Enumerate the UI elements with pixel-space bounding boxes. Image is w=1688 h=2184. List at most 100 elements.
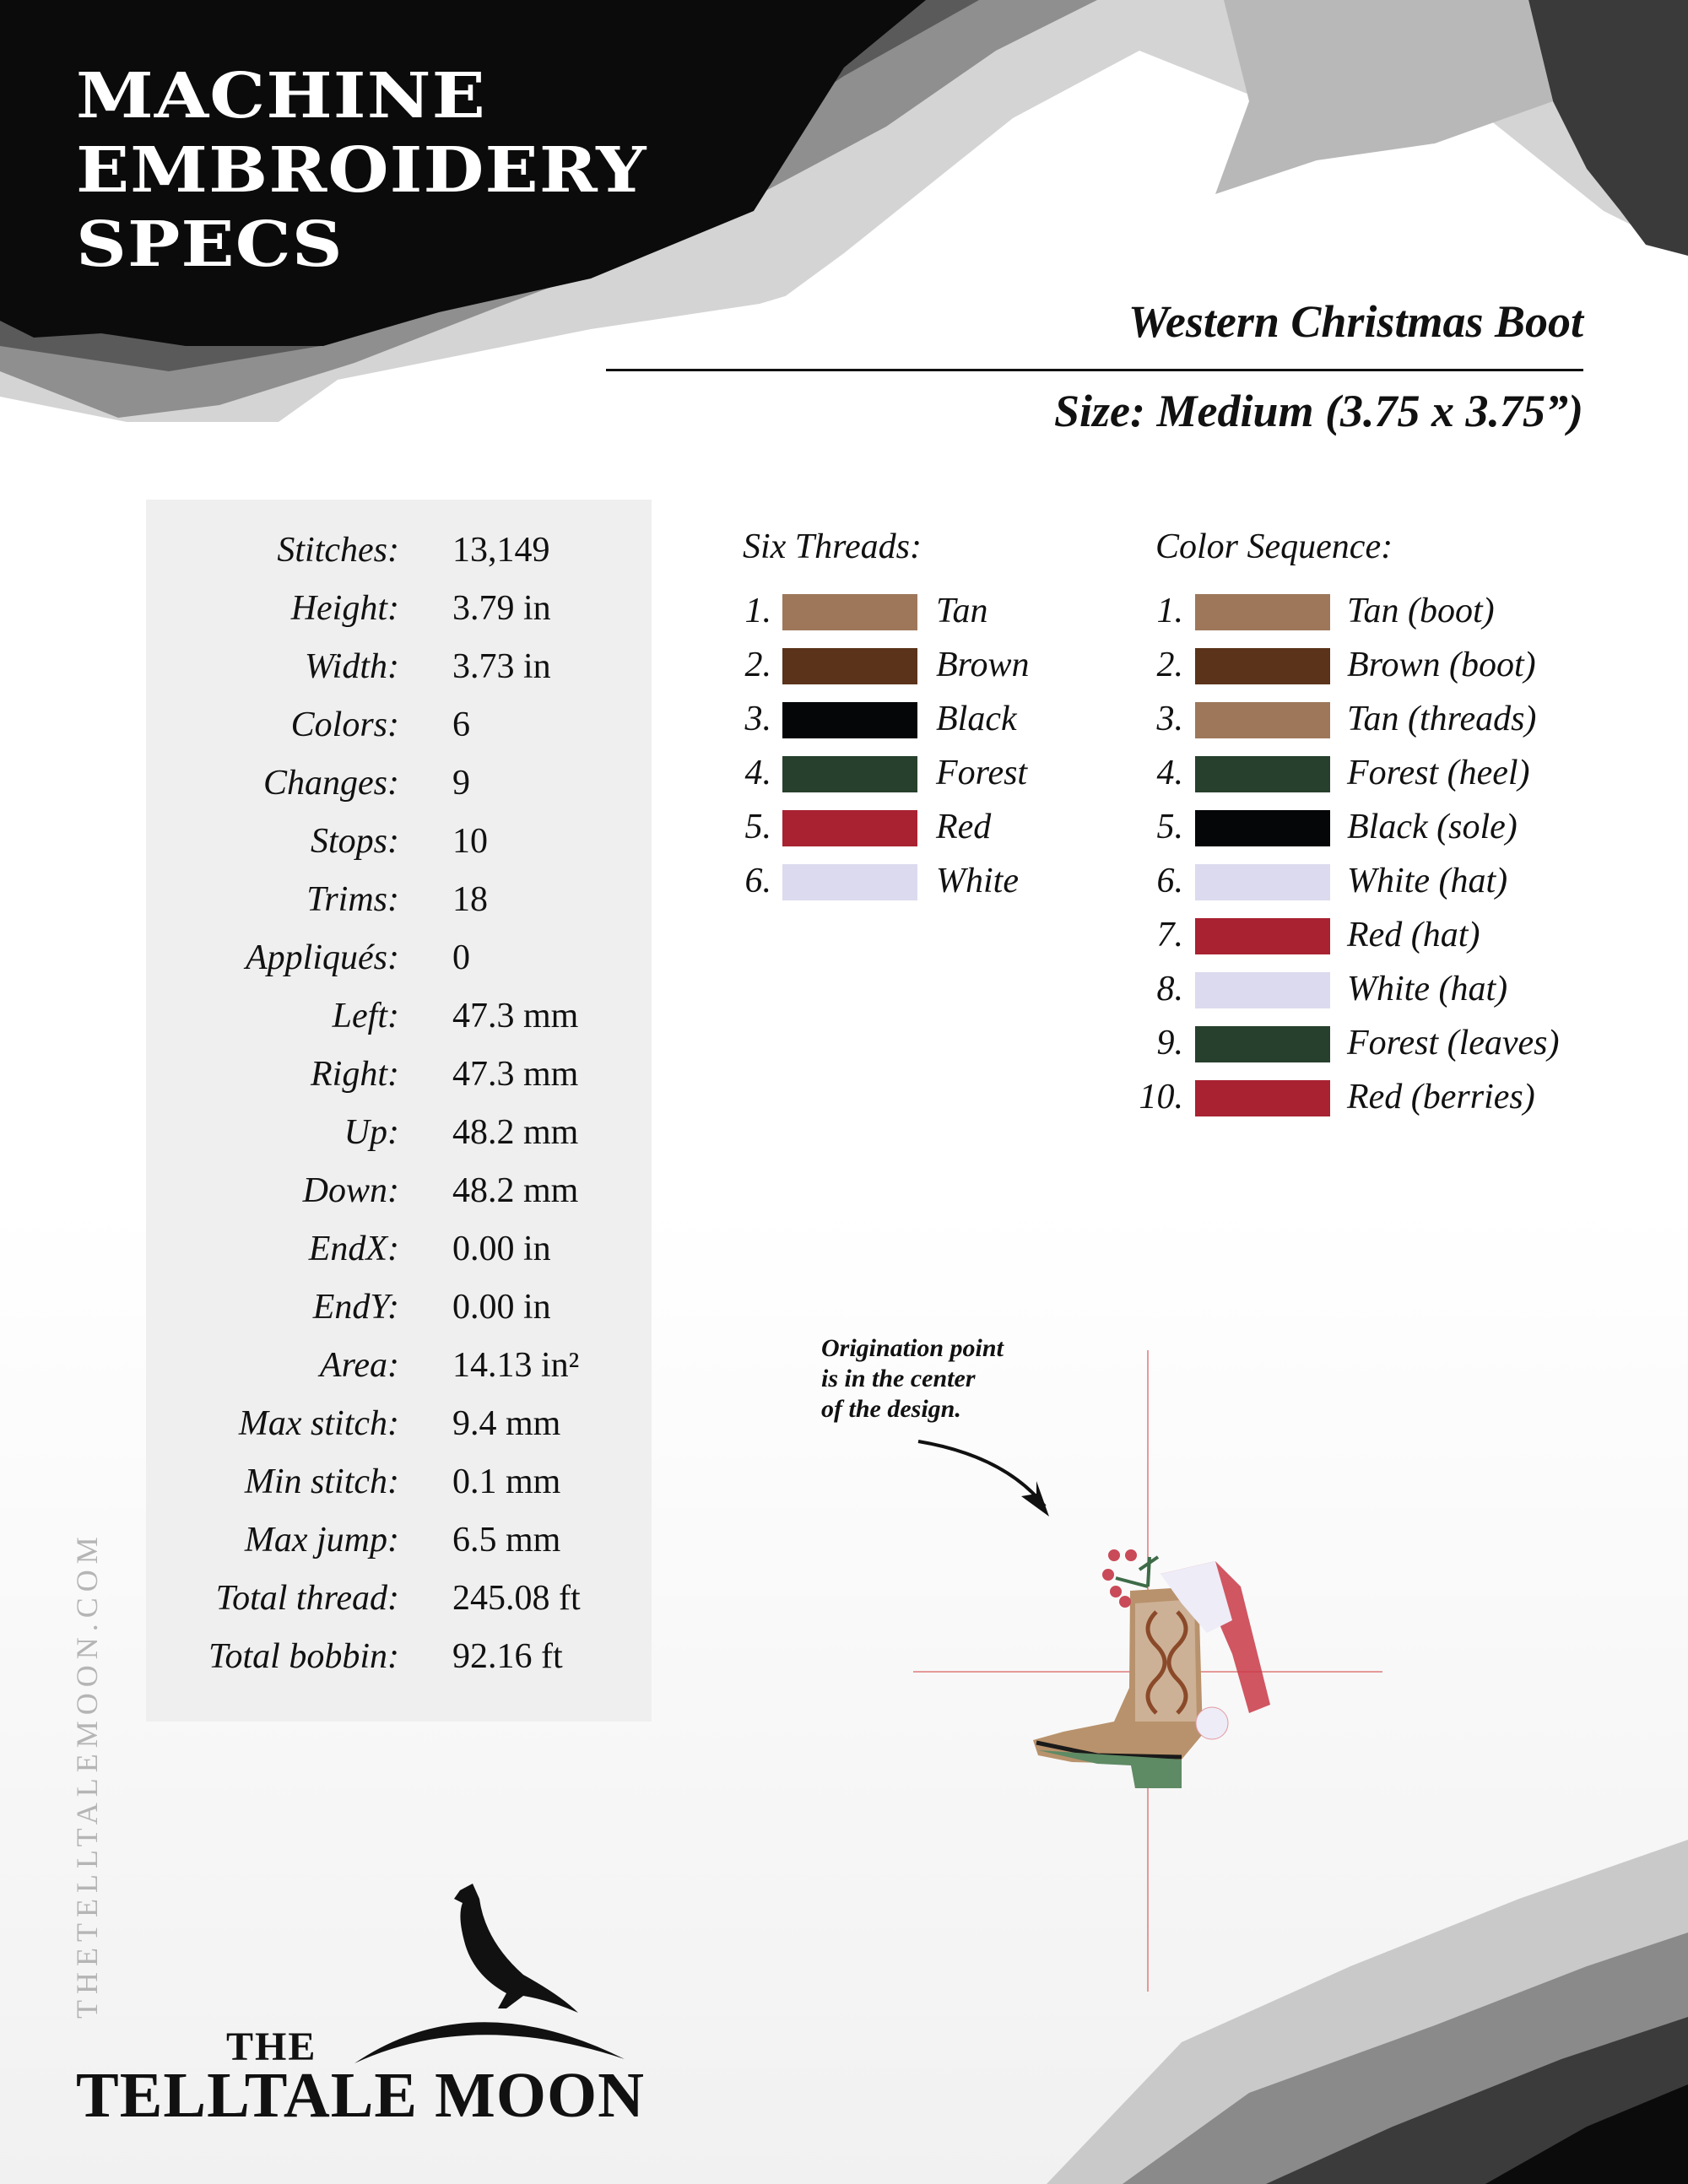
- stat-row: Stitches: 13,149: [146, 530, 652, 588]
- sequence-item: 8. White (hat): [0, 969, 1688, 1023]
- stat-value: 47.3 mm: [452, 1055, 579, 1094]
- title-line: EMBROIDERY: [76, 134, 647, 207]
- design-name: Western Christmas Boot: [1128, 296, 1583, 347]
- color-swatch: [1195, 756, 1330, 792]
- stat-value: 3.73 in: [452, 647, 551, 686]
- stat-value: 3.79 in: [452, 589, 551, 628]
- stat-value: 13,149: [452, 531, 550, 570]
- brush-stroke-black: [0, 0, 926, 346]
- stat-row: EndY: 0.00 in: [146, 1287, 652, 1345]
- note-line: Origination point: [821, 1334, 1004, 1362]
- color-swatch: [1195, 1080, 1330, 1116]
- stat-value: 18: [452, 880, 488, 919]
- color-name: White: [936, 862, 1019, 900]
- stat-value: 0.1 mm: [452, 1462, 561, 1501]
- color-name: Black (sole): [1347, 808, 1518, 846]
- color-swatch: [782, 810, 917, 846]
- color-name: Forest (leaves): [1347, 1024, 1560, 1062]
- color-swatch: [1195, 918, 1330, 954]
- color-swatch: [1195, 864, 1330, 900]
- stat-value: 6.5 mm: [452, 1521, 561, 1560]
- stat-label: Height:: [290, 589, 399, 628]
- stat-value: 10: [452, 822, 488, 861]
- stat-label: Changes:: [263, 764, 399, 803]
- sequence-item: 7. Red (hat): [0, 915, 1688, 969]
- stat-row: Total bobbin: 92.16 ft: [146, 1636, 652, 1695]
- color-name: White (hat): [1347, 862, 1508, 900]
- color-swatch: [782, 864, 917, 900]
- stat-row: Colors: 6: [146, 705, 652, 763]
- sequence-item: 4. Forest (heel): [0, 753, 1688, 807]
- stat-label: EndX:: [308, 1230, 399, 1268]
- threads-item: 5. Red: [0, 807, 1688, 861]
- item-number: 4.: [1156, 754, 1184, 792]
- color-swatch: [1195, 972, 1330, 1008]
- stat-row: Width: 3.73 in: [146, 646, 652, 705]
- page-title: MACHINE EMBROIDERY SPECS: [76, 59, 647, 282]
- stat-value: 0: [452, 938, 470, 977]
- sequence-item: 3. Tan (threads): [0, 699, 1688, 753]
- note-line: is in the center: [821, 1365, 976, 1392]
- color-swatch: [1195, 594, 1330, 630]
- sequence-item: 10. Red (berries): [0, 1077, 1688, 1131]
- threads-item: 3. Black: [0, 699, 1688, 753]
- stat-row: Max stitch: 9.4 mm: [146, 1403, 652, 1462]
- item-number: 5.: [744, 808, 772, 846]
- color-name: Forest (heel): [1347, 754, 1530, 792]
- stat-label: Width:: [305, 647, 399, 686]
- brush-stroke-right-light: [1215, 0, 1553, 194]
- stat-row: Left: 47.3 mm: [146, 996, 652, 1054]
- item-number: 3.: [744, 700, 772, 738]
- color-swatch: [1195, 1026, 1330, 1062]
- color-name: Forest: [936, 754, 1028, 792]
- threads-item: 2. Brown: [0, 645, 1688, 699]
- design-size: Size: Medium (3.75 x 3.75”): [1054, 386, 1583, 436]
- sequence-item: 6. White (hat): [0, 861, 1688, 915]
- stat-value: 0.00 in: [452, 1288, 551, 1327]
- color-swatch: [1195, 648, 1330, 684]
- stat-row: Down: 48.2 mm: [146, 1170, 652, 1229]
- item-number: 9.: [1156, 1024, 1184, 1062]
- stat-label: Stops:: [311, 822, 399, 861]
- stat-value: 92.16 ft: [452, 1637, 563, 1676]
- color-name: Red (hat): [1347, 916, 1480, 954]
- item-number: 1.: [1156, 592, 1184, 630]
- stat-value: 9: [452, 764, 470, 803]
- item-number: 6.: [744, 862, 772, 900]
- stat-row: Right: 47.3 mm: [146, 1054, 652, 1112]
- stat-value: 14.13 in²: [452, 1346, 580, 1385]
- item-number: 4.: [744, 754, 772, 792]
- color-swatch: [782, 648, 917, 684]
- color-swatch: [782, 702, 917, 738]
- stat-label: Min stitch:: [244, 1462, 399, 1501]
- stat-label: Right:: [311, 1055, 399, 1094]
- website-text: THETELLTALEMOON.COM: [70, 1531, 104, 2019]
- threads-item: 1. Tan: [0, 591, 1688, 645]
- note-line: of the design.: [821, 1395, 961, 1423]
- stat-row: Max jump: 6.5 mm: [146, 1520, 652, 1578]
- logo-name: TELLTALE MOON: [76, 2060, 645, 2131]
- item-number: 5.: [1156, 808, 1184, 846]
- item-number: 8.: [1156, 970, 1184, 1008]
- stat-label: Up:: [344, 1113, 399, 1152]
- embroidery-design-boot: [1033, 1549, 1270, 1788]
- color-name: Red: [936, 808, 992, 846]
- stat-label: Left:: [332, 997, 399, 1035]
- stat-label: Colors:: [290, 705, 399, 744]
- stat-row: Appliqués: 0: [146, 938, 652, 996]
- color-name: Tan (boot): [1347, 592, 1495, 630]
- stat-row: Area: 14.13 in²: [146, 1345, 652, 1403]
- stat-row: Height: 3.79 in: [146, 588, 652, 646]
- title-line: MACHINE: [76, 60, 486, 132]
- stat-label: Trims:: [306, 880, 399, 919]
- stat-value: 245.08 ft: [452, 1579, 581, 1618]
- item-number: 1.: [744, 592, 772, 630]
- color-name: Brown (boot): [1347, 646, 1536, 684]
- arrow-head-icon: [1021, 1481, 1049, 1516]
- sequence-heading: Color Sequence:: [1155, 527, 1393, 566]
- stat-label: Down:: [302, 1171, 399, 1210]
- stat-value: 6: [452, 705, 470, 744]
- stat-row: Stops: 10: [146, 821, 652, 879]
- brush-stroke-bottom-black: [1485, 2084, 1688, 2184]
